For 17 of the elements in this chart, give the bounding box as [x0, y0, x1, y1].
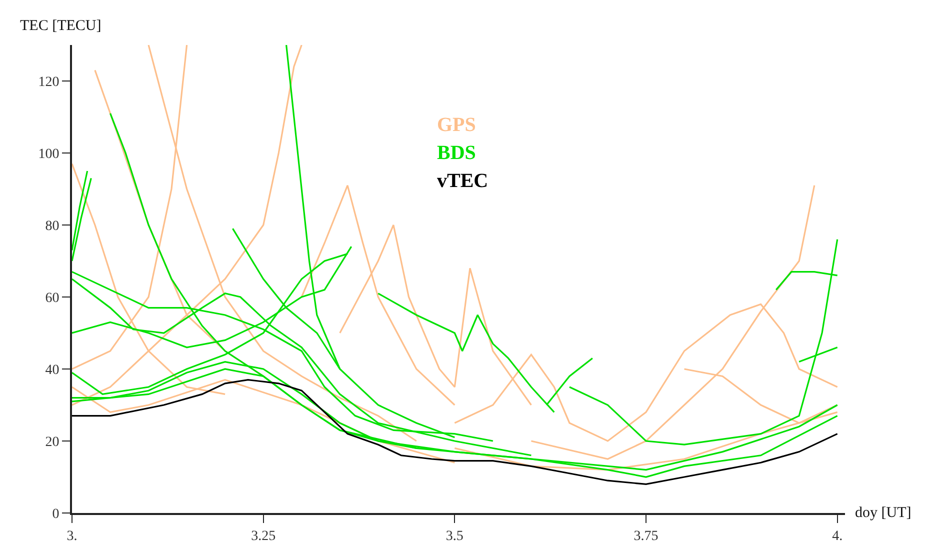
y-tick-label: 20 [45, 434, 60, 450]
y-tick-label: 0 [52, 506, 60, 522]
x-tick-label: 3. [66, 528, 78, 544]
y-axis-title: TEC [TECU] [20, 18, 102, 34]
text: BDS [437, 142, 476, 164]
y-tick-label: 100 [38, 146, 60, 162]
x-tick-label: 4. [832, 528, 843, 544]
text: vTEC [437, 170, 488, 192]
y-tick-label: 120 [38, 74, 60, 90]
text: GPS [437, 114, 476, 136]
y-tick-label: 40 [45, 362, 60, 378]
y-tick-label: 60 [45, 290, 60, 306]
x-tick-label: 3.75 [634, 528, 658, 544]
x-axis-title: doy [UT] [855, 505, 912, 521]
x-tick-label: 3.25 [251, 528, 276, 544]
x-tick-label: 3.5 [446, 528, 464, 544]
y-tick-label: 80 [45, 218, 60, 234]
